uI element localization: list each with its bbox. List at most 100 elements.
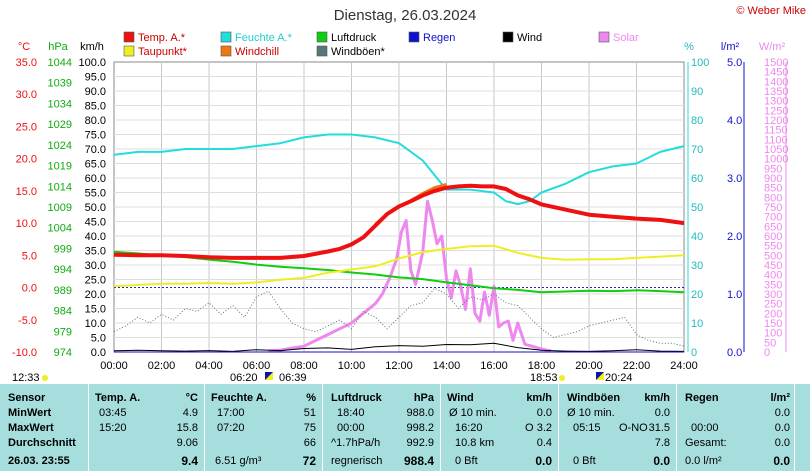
axis-tick-label: 300 (764, 289, 782, 301)
legend-swatch (316, 45, 328, 57)
axis-tick-label: 1029 (48, 119, 72, 131)
gusts-avg-value: 7.8 (654, 437, 670, 449)
rain-max-time: 00:00 (691, 422, 719, 434)
axis-tick-label: 900 (764, 173, 782, 185)
axis-tick-label: 30 (691, 260, 703, 272)
axis-tick-label: 950 (764, 163, 782, 175)
wind-current-value: 0.0 (535, 454, 552, 468)
rain-rate: 0.0 l/m² (685, 455, 722, 467)
axis-tick-label: 20.0 (85, 289, 106, 301)
legend-item: Windchill (220, 45, 279, 58)
axis-tick-label: 25.0 (85, 275, 106, 287)
axis-tick-label: 90.0 (85, 86, 106, 98)
axis-tick-label: 850 (764, 183, 782, 195)
pressure-max-time: 00:00 (337, 422, 365, 434)
wind-max-direction: O (525, 422, 534, 434)
wind-avg10-value: 0.0 (536, 407, 552, 419)
axis-tick-label: 1400 (764, 76, 788, 88)
axis-tick-label: 100 (691, 57, 709, 69)
axis-tick-label: 0.0 (727, 347, 742, 359)
sunrise-time: 06:20 (230, 372, 258, 384)
pressure-min-time: 18:40 (337, 407, 365, 419)
wind-unit: km/h (526, 392, 552, 404)
copyright-label: © Weber Mike (736, 5, 806, 17)
axis-tick-label: 150 (764, 318, 782, 330)
axis-tick-label: 994 (54, 264, 72, 276)
legend-label: Taupunkt* (138, 46, 188, 58)
pressure-max-value: 998.2 (406, 422, 434, 434)
axis-tick-label: 35.0 (85, 246, 106, 258)
axis-tick-label: 979 (54, 326, 72, 338)
axis-tick-label: 4.0 (727, 115, 742, 127)
humidity-avg-value: 66 (303, 437, 316, 449)
axis-tick-label: 55.0 (85, 188, 106, 200)
axis-tick-label: 65.0 (85, 159, 106, 171)
axis-tick-label: 1009 (48, 202, 72, 214)
axis-tick-label: 1500 (764, 57, 788, 69)
pressure-min-value: 988.0 (406, 407, 434, 419)
rain-unit: l/m² (770, 392, 790, 404)
legend-swatch (220, 31, 232, 43)
sunset-time: 18:53 (530, 372, 558, 384)
x-tick-label: 24:00 (670, 360, 698, 372)
axis-ticks: 35.0 30.0 25.0 20.0 15.0 10.0 5.0 0.0 -5.0 -10.0 1… (12, 57, 789, 372)
axis-tick-label: 45.0 (85, 217, 106, 229)
moonrise-time: 20:24 (605, 372, 633, 384)
chart-title: Dienstag, 26.03.2024 (334, 7, 477, 24)
gusts-max-direction: O-NO (619, 422, 648, 434)
humidity-header: Feuchte A. (211, 392, 267, 404)
axis-tick-label: 1200 (764, 115, 788, 127)
temp-current-value: 9.4 (181, 454, 198, 468)
series-tempa (113, 183, 685, 260)
legend-label: Regen (423, 32, 455, 44)
gusts-avg10-value: 0.0 (654, 407, 670, 419)
axis-tick-label: 1034 (48, 98, 72, 110)
axis-tick-label: 600 (764, 231, 782, 243)
humidity-abs-value: 6.51 g/m³ (215, 455, 262, 467)
moonset-time: 12:33 (12, 372, 40, 384)
axis-tick-label: 40.0 (85, 231, 106, 243)
series-wind (113, 342, 685, 352)
axis-tick-label: 5.0 (22, 250, 37, 262)
axis-tick-label: 989 (54, 285, 72, 297)
axis-tick-label: 40 (691, 231, 703, 243)
axis-tick-label: 30.0 (16, 89, 37, 101)
axis-tick-label: 650 (764, 221, 782, 233)
moon-icon (42, 375, 48, 381)
axis-tick-label: 70.0 (85, 144, 106, 156)
series-feuchtea (113, 133, 685, 206)
axis-tick-label: 750 (764, 202, 782, 214)
wind-max-value: 3.2 (536, 422, 552, 434)
axis-tick-label: 200 (764, 308, 782, 320)
legend-item: Solar (598, 31, 639, 44)
x-tick-label: 00:00 (100, 360, 128, 372)
stats-gusts: Windböen km/h Ø 10 min. 0.0 05:15 O-NO 3… (559, 384, 676, 471)
axis-tick-label: 1100 (764, 134, 788, 146)
temp-avg-value: 9.06 (176, 437, 198, 449)
axis-tick-label: 984 (54, 306, 72, 318)
axis-unit-labels: °C hPa km/h % l/m² W/m² (18, 41, 786, 53)
chart-grid (113, 61, 787, 353)
axis-tick-label: 1.0 (727, 289, 742, 301)
temp-max-value: 15.8 (176, 422, 198, 434)
axis-tick-label: 400 (764, 270, 782, 282)
row-label-sensor: Sensor (8, 392, 46, 404)
row-label-min: MinWert (8, 407, 52, 419)
axis-tick-label: 85.0 (85, 101, 106, 113)
axis-tick-label: 1150 (764, 125, 788, 137)
axis-tick-label: 80 (691, 115, 703, 127)
pressure-forecast: regnerisch (331, 455, 383, 467)
stats-labels: Sensor MinWert MaxWert Durchschnitt 26.0… (0, 384, 88, 471)
legend-item: Windböen* (316, 45, 386, 58)
legend-swatch (220, 45, 232, 57)
legend-item: Luftdruck (316, 31, 377, 44)
axis-tick-label: 15.0 (16, 186, 37, 198)
axis-tick-label: 60 (691, 173, 703, 185)
axis-tick-label: 75.0 (85, 130, 106, 142)
axis-tick-label: 1039 (48, 78, 72, 90)
row-label-max: MaxWert (8, 422, 54, 434)
legend-item: Regen (408, 31, 455, 44)
pressure-current-value: 988.4 (403, 454, 434, 468)
wind-unit-label: km/h (80, 41, 104, 53)
wind-avg-value: 0.4 (536, 437, 552, 449)
